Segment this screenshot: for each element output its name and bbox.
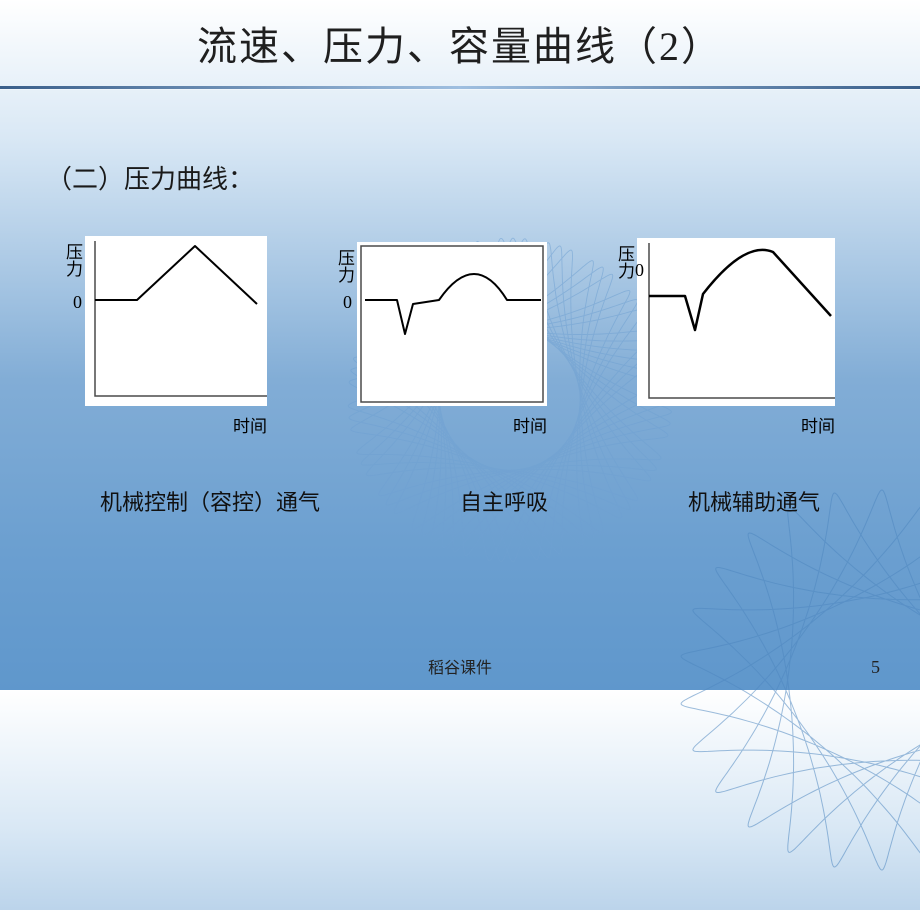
y-axis-label: 压力 xyxy=(321,250,355,284)
caption-mechanical-control: 机械控制（容控）通气 xyxy=(100,485,320,517)
x-axis-label: 时间 xyxy=(513,412,547,437)
caption-spontaneous-breath: 自主呼吸 xyxy=(460,485,548,517)
chart-mechanical-control: 压力 0 时间 xyxy=(85,236,267,437)
zero-label: 0 xyxy=(73,292,82,313)
page-title: 流速、压力、容量曲线（2） xyxy=(0,0,920,72)
y-axis-label: 压力 xyxy=(601,246,635,280)
chart-canvas: 压力 0 xyxy=(637,238,835,406)
captions-row: 机械控制（容控）通气 自主呼吸 机械辅助通气 xyxy=(0,485,920,517)
zero-label: 0 xyxy=(635,260,644,281)
chart-spontaneous-breath: 压力 0 时间 xyxy=(357,242,547,437)
x-axis-label: 时间 xyxy=(233,412,267,437)
chart-mechanical-assist: 压力 0 时间 xyxy=(637,238,835,437)
footer-text: 稻谷课件 xyxy=(428,654,492,678)
page-number: 5 xyxy=(871,657,880,678)
chart-canvas: 压力 0 xyxy=(357,242,547,406)
caption-mechanical-assist: 机械辅助通气 xyxy=(688,485,820,517)
y-axis-label: 压力 xyxy=(49,244,83,278)
charts-row: 压力 0 时间 压力 0 时间 压力 0 时间 xyxy=(0,236,920,437)
zero-label: 0 xyxy=(343,292,352,313)
x-axis-label: 时间 xyxy=(801,412,835,437)
title-rule xyxy=(0,86,920,89)
chart-canvas: 压力 0 xyxy=(85,236,267,406)
section-subtitle: （二）压力曲线： xyxy=(46,159,920,196)
